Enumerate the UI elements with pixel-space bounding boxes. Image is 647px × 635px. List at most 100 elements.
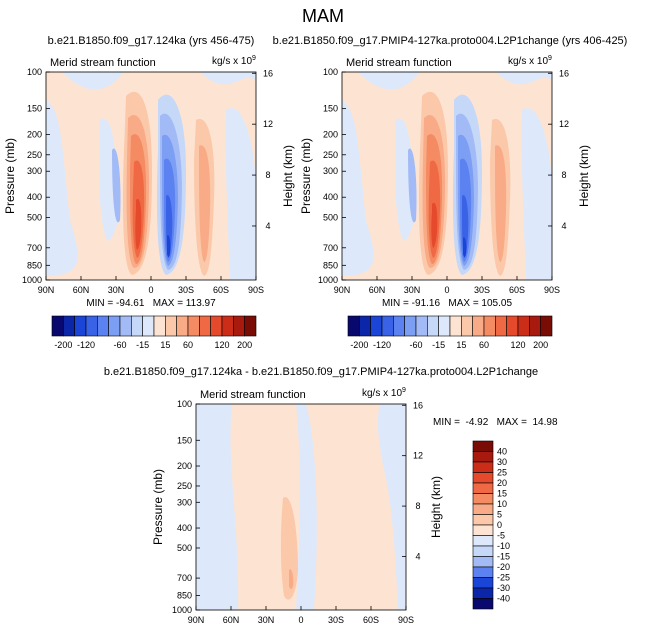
x-tick-label: 90S <box>248 285 264 295</box>
colorbar-label: 120 <box>510 340 525 350</box>
height-tick-label: 4 <box>415 551 420 561</box>
colorbar-label: -120 <box>373 340 391 350</box>
panel-2-y-axis: 100 150 200 250 300 400 500 700 850 1000 <box>318 67 346 285</box>
y-tick-label: 1000 <box>318 275 338 285</box>
y-tick-label: 250 <box>27 150 42 160</box>
y-tick-label: 200 <box>27 130 42 140</box>
colorbar-box <box>85 315 98 337</box>
colorbar-label: -15 <box>136 340 149 350</box>
panel-2-stats: MIN = -91.16 MAX = 105.05 <box>382 298 513 309</box>
colorbar-box <box>153 315 166 337</box>
colorbar-box <box>427 315 439 337</box>
panel-2-ylabel: Pressure (mb) <box>299 138 313 214</box>
colorbar-label: 15 <box>456 340 466 350</box>
height-tick-label: 16 <box>413 400 423 410</box>
colorbar-box <box>381 315 394 337</box>
y-tick-label: 200 <box>177 461 192 471</box>
y-tick-label: 150 <box>323 104 338 114</box>
x-tick-label: 30N <box>258 615 275 625</box>
y-tick-label: 400 <box>323 192 338 202</box>
colorbar-box <box>540 315 553 337</box>
colorbar-box <box>51 315 64 337</box>
panel-2: b.e21.B1850.f09_g17.PMIP4-127ka.proto004… <box>273 35 628 350</box>
colorbar-box <box>472 566 494 578</box>
colorbar-box <box>63 315 75 337</box>
y-tick-label: 250 <box>177 481 192 491</box>
colorbar-box <box>472 493 494 505</box>
x-tick-label: 30N <box>108 285 125 295</box>
colorbar-box <box>461 315 473 337</box>
colorbar-box <box>359 315 371 337</box>
colorbar-box <box>472 482 494 494</box>
colorbar-box <box>393 315 405 337</box>
colorbar-label: 40 <box>497 447 507 457</box>
colorbar-label: -15 <box>432 340 445 350</box>
panel-1-y-axis: 100 150 200 250 300 400 500 700 850 1000 <box>22 67 50 285</box>
colorbar-box <box>74 315 87 337</box>
figure-title: MAM <box>302 6 344 26</box>
y-tick-label: 500 <box>323 212 338 222</box>
y-tick-label: 850 <box>27 260 42 270</box>
colorbar-label: 15 <box>160 340 170 350</box>
panel-3-ylabel-right: Height (km) <box>429 476 443 538</box>
x-tick-label: 60S <box>509 285 525 295</box>
panel-2-x-axis: 90N 60N 30N 0 30S 60S 90S <box>334 276 560 295</box>
colorbar-label: -200 <box>350 340 368 350</box>
panel-1-ylabel: Pressure (mb) <box>3 138 17 214</box>
panel-3-subtitle: Merid stream function <box>200 389 306 401</box>
x-tick-label: 30S <box>178 285 194 295</box>
x-tick-label: 60S <box>213 285 229 295</box>
colorbar-box <box>404 315 417 337</box>
colorbar-label: 0 <box>497 520 502 530</box>
colorbar-box <box>472 440 494 452</box>
x-tick-label: 90N <box>188 615 205 625</box>
y-tick-label: 200 <box>323 130 338 140</box>
colorbar-box <box>472 587 494 599</box>
colorbar-label: 5 <box>497 510 502 520</box>
colorbar-label: -25 <box>497 573 510 583</box>
x-tick-label: 90S <box>398 615 414 625</box>
colorbar-box <box>472 315 485 337</box>
x-tick-label: 0 <box>148 285 153 295</box>
x-tick-label: 30S <box>474 285 490 295</box>
colorbar-label: -60 <box>409 340 422 350</box>
y-tick-label: 150 <box>177 435 192 445</box>
panel-1-ylabel-right: Height (km) <box>281 145 295 207</box>
panel-3-title: b.e21.B1850.f09_g17.124ka - b.e21.B1850.… <box>104 366 538 378</box>
colorbar-box <box>221 315 234 337</box>
panel-2-subtitle: Merid stream function <box>346 57 452 69</box>
panel-2-colorbar: -200 -120 -60 -15 15 60 120 200 <box>347 315 553 350</box>
colorbar-box <box>438 315 451 337</box>
colorbar-box <box>472 451 494 463</box>
colorbar-box <box>472 472 494 484</box>
colorbar-label: 25 <box>497 468 507 478</box>
colorbar-box <box>142 315 155 337</box>
colorbar-box <box>472 535 494 547</box>
x-tick-label: 0 <box>298 615 303 625</box>
x-tick-label: 30S <box>328 615 344 625</box>
colorbar-box <box>415 315 428 337</box>
panel-3-height-axis: 16 12 8 4 <box>402 400 423 561</box>
y-tick-label: 400 <box>27 192 42 202</box>
colorbar-box <box>472 524 494 536</box>
colorbar-box <box>97 315 109 337</box>
colorbar-label: 120 <box>214 340 229 350</box>
panel-1-colorbar: -200 -120 -60 -15 15 60 120 200 <box>51 315 257 350</box>
x-tick-label: 0 <box>444 285 449 295</box>
panel-3-stats: MIN = -4.92 MAX = 14.98 <box>433 417 558 428</box>
colorbar-box <box>449 315 462 337</box>
y-tick-label: 500 <box>27 212 42 222</box>
y-tick-label: 250 <box>323 150 338 160</box>
panel-3-x-axis: 90N 60N 30N 0 30S 60S 90S <box>188 606 414 625</box>
panel-3: b.e21.B1850.f09_g17.124ka - b.e21.B1850.… <box>104 366 558 625</box>
y-tick-label: 850 <box>323 260 338 270</box>
y-tick-label: 300 <box>323 166 338 176</box>
x-tick-label: 60N <box>223 615 240 625</box>
panel-1-x-axis: 90N 60N 30N 0 30S 60S 90S <box>38 276 264 295</box>
y-tick-label: 700 <box>177 573 192 583</box>
y-tick-label: 700 <box>323 243 338 253</box>
y-tick-label: 500 <box>177 543 192 553</box>
panel-1-stats: MIN = -94.61 MAX = 113.97 <box>86 298 216 309</box>
colorbar-label: -30 <box>497 583 510 593</box>
y-tick-label: 400 <box>177 523 192 533</box>
